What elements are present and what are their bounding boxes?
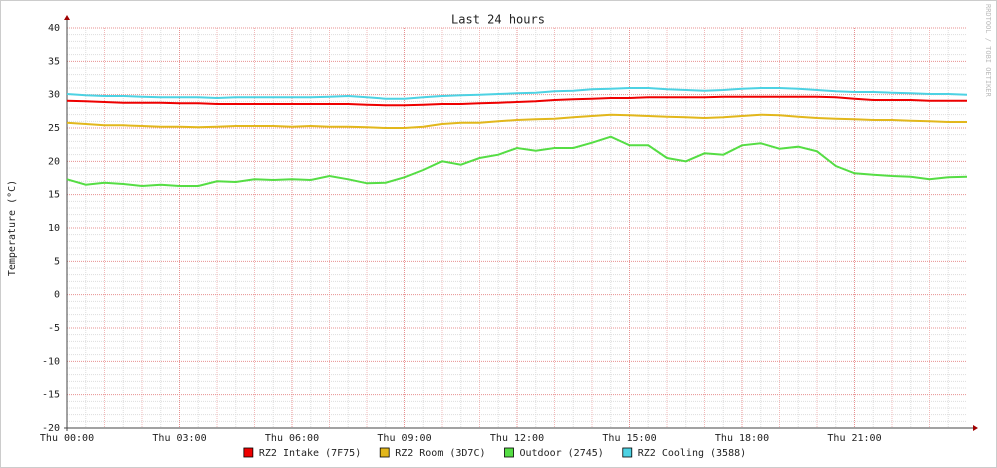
legend-label: RZ2 Intake (7F75) [259,448,361,459]
y-tick-label: 15 [48,190,60,201]
y-tick-label: 40 [48,23,60,34]
y-tick-label: 0 [54,290,60,301]
y-tick-label: 30 [48,90,60,101]
series-line [66,87,968,100]
y-tick-label: -15 [42,390,60,401]
x-tick-label: Thu 21:00 [827,433,881,444]
y-tick-label: -20 [42,423,60,434]
series-line [66,135,968,188]
y-tick-label: 25 [48,123,60,134]
watermark: RRDTOOL / TOBI OETIKER [984,4,992,98]
x-tick-label: Thu 12:00 [490,433,544,444]
legend-swatch [622,447,633,458]
legend-swatch [379,447,390,458]
x-tick-label: Thu 15:00 [602,433,656,444]
y-tick-label: 5 [54,256,60,267]
axis-arrow [64,15,70,20]
y-tick-label: -10 [42,356,60,367]
y-axis-label: Temperature (°C) [7,180,18,276]
x-tick-label: Thu 09:00 [377,433,431,444]
legend-label: Outdoor (2745) [520,448,604,459]
legend-label: RZ2 Cooling (3588) [638,448,746,459]
y-tick-label: -5 [48,323,60,334]
x-tick-label: Thu 03:00 [152,433,206,444]
y-tick-label: 20 [48,156,60,167]
axis-arrow [973,425,978,431]
legend-label: RZ2 Room (3D7C) [395,448,485,459]
y-tick-label: 10 [48,223,60,234]
legend-swatch [504,447,514,458]
legend-swatch [243,447,254,458]
x-tick-label: Thu 06:00 [265,433,319,444]
chart-title: Last 24 hours [451,13,545,27]
series-line [66,95,967,107]
y-tick-label: 35 [48,56,60,67]
x-tick-label: Thu 18:00 [715,433,769,444]
x-tick-label: Thu 00:00 [40,433,94,444]
series-line [66,113,967,129]
